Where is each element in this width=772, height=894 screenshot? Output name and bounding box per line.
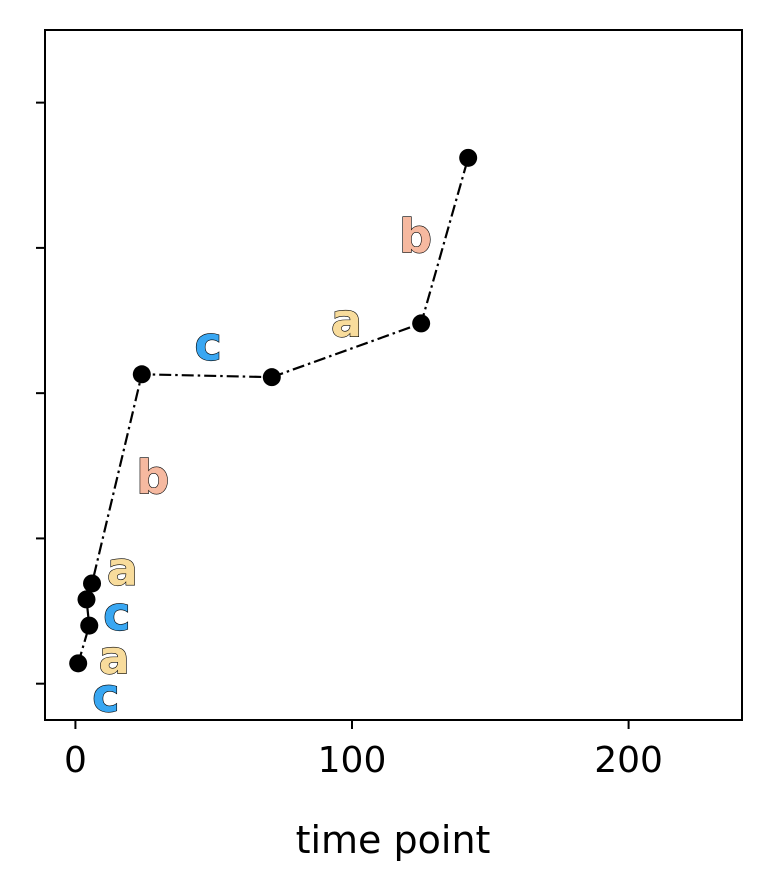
x-axis-label: time point <box>296 818 491 862</box>
data-point <box>412 314 431 333</box>
data-point <box>132 365 151 384</box>
segment-label: a <box>107 542 138 596</box>
x-tick-label: 100 <box>318 740 387 781</box>
segment-label: c <box>103 587 130 641</box>
x-tick-label: 0 <box>64 740 87 781</box>
segment-label: a <box>331 294 362 348</box>
segment-label: b <box>136 450 169 504</box>
segment-label: b <box>399 209 432 263</box>
series-line <box>77 157 470 664</box>
data-point <box>83 574 102 593</box>
data-point <box>77 590 96 609</box>
data-point <box>69 654 88 673</box>
x-tick-label: 200 <box>594 740 663 781</box>
segment-label: c <box>195 317 222 371</box>
axis-ticks: 0 100 200 <box>36 101 663 781</box>
series-layer <box>69 148 478 673</box>
data-point <box>80 616 99 635</box>
segment-label: c <box>92 668 119 722</box>
segment-label: a <box>99 631 130 685</box>
data-point <box>459 148 478 167</box>
data-point <box>262 368 281 387</box>
